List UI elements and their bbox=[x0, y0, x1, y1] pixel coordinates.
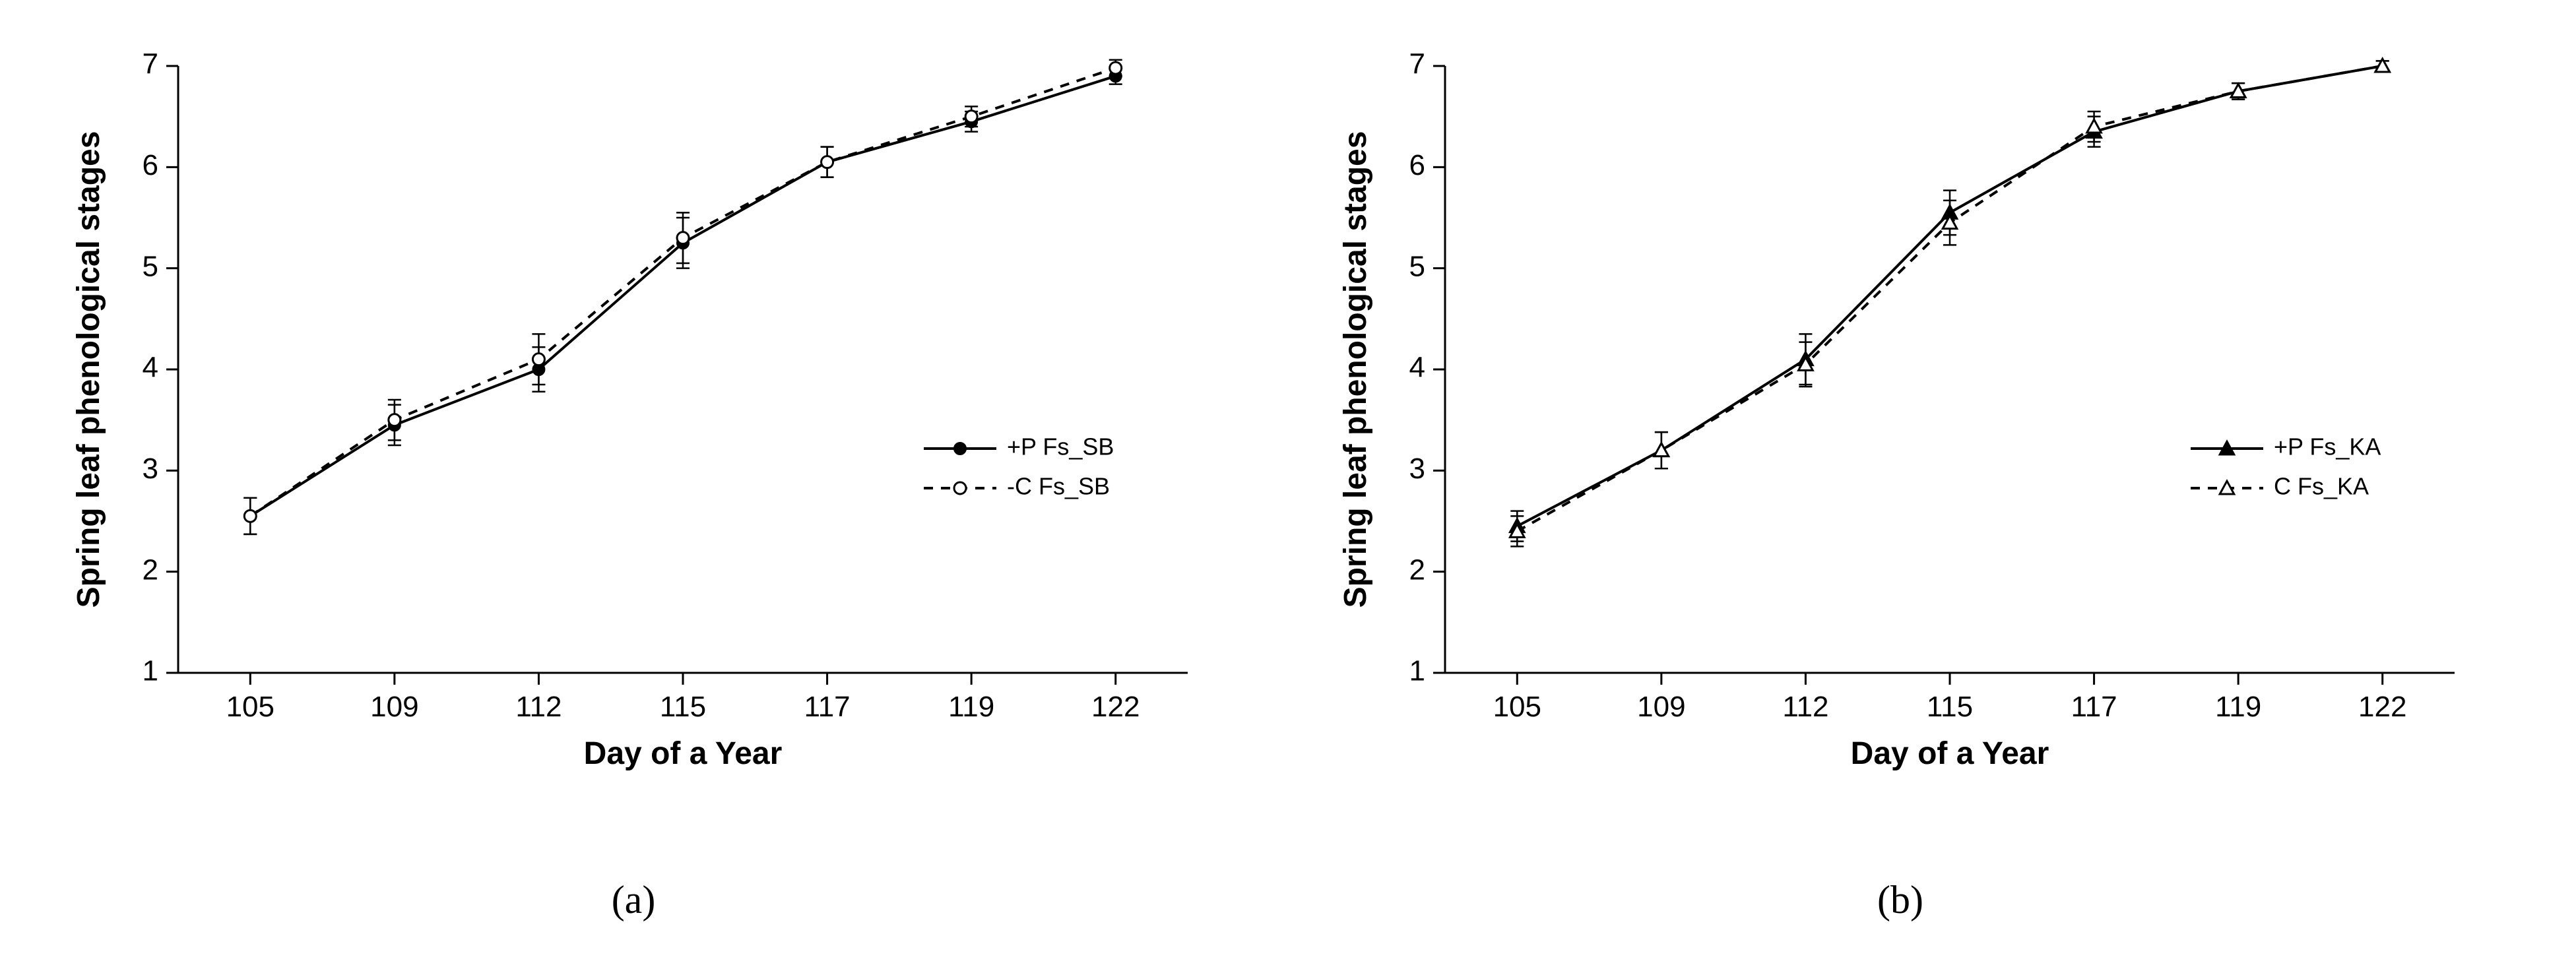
caption-b: (b) bbox=[1320, 877, 2481, 923]
chart-b-svg: 1 2 3 4 5 6 7 105 109 112 115 117 119 122 Day of a Yea… bbox=[1320, 26, 2481, 818]
svg-text:Spring leaf phenological stage: Spring leaf phenological stages bbox=[71, 131, 106, 608]
svg-text:109: 109 bbox=[370, 691, 418, 723]
svg-text:115: 115 bbox=[1927, 691, 1973, 723]
svg-text:105: 105 bbox=[226, 691, 274, 723]
svg-text:6: 6 bbox=[1409, 149, 1425, 181]
svg-text:109: 109 bbox=[1637, 691, 1685, 723]
svg-text:105: 105 bbox=[1493, 691, 1541, 723]
svg-text:Spring leaf phenological stage: Spring leaf phenological stages bbox=[1338, 131, 1373, 608]
svg-text:2: 2 bbox=[143, 553, 158, 586]
svg-text:+P Fs_KA: +P Fs_KA bbox=[2274, 433, 2381, 460]
svg-text:115: 115 bbox=[660, 691, 706, 723]
svg-text:122: 122 bbox=[2358, 691, 2406, 723]
svg-text:117: 117 bbox=[2071, 691, 2117, 723]
svg-text:112: 112 bbox=[515, 691, 562, 723]
svg-text:3: 3 bbox=[143, 453, 158, 485]
svg-text:2: 2 bbox=[1409, 553, 1425, 586]
svg-text:Day of a Year: Day of a Year bbox=[584, 736, 783, 771]
svg-text:6: 6 bbox=[143, 149, 158, 181]
figure-wrap: 1 2 3 4 5 6 7 105 109 112 115 117 119 122 Day of a Yea… bbox=[0, 0, 2576, 971]
svg-text:7: 7 bbox=[1409, 48, 1425, 80]
svg-text:Day of a Year: Day of a Year bbox=[1851, 736, 2049, 771]
svg-text:7: 7 bbox=[143, 48, 158, 80]
panel-b: 1 2 3 4 5 6 7 105 109 112 115 117 119 122 Day of a Yea… bbox=[1320, 26, 2481, 821]
svg-text:1: 1 bbox=[1409, 655, 1425, 687]
svg-text:4: 4 bbox=[1409, 352, 1425, 384]
svg-text:3: 3 bbox=[1409, 453, 1425, 485]
svg-text:5: 5 bbox=[1409, 250, 1425, 282]
svg-text:112: 112 bbox=[1782, 691, 1828, 723]
svg-text:119: 119 bbox=[948, 691, 994, 723]
caption-a: (a) bbox=[53, 877, 1214, 923]
svg-text:122: 122 bbox=[1091, 691, 1140, 723]
svg-text:-C Fs_SB: -C Fs_SB bbox=[1007, 473, 1110, 500]
svg-text:+P Fs_SB: +P Fs_SB bbox=[1007, 433, 1114, 460]
svg-text:1: 1 bbox=[143, 655, 158, 687]
svg-text:119: 119 bbox=[2215, 691, 2261, 723]
svg-text:C Fs_KA: C Fs_KA bbox=[2274, 473, 2369, 500]
svg-text:4: 4 bbox=[143, 352, 158, 384]
svg-text:117: 117 bbox=[804, 691, 850, 723]
svg-text:5: 5 bbox=[143, 250, 158, 282]
chart-a-svg: 1 2 3 4 5 6 7 105 109 112 115 117 119 122 Day of a Yea… bbox=[53, 26, 1214, 818]
panel-a: 1 2 3 4 5 6 7 105 109 112 115 117 119 122 Day of a Yea… bbox=[53, 26, 1214, 821]
